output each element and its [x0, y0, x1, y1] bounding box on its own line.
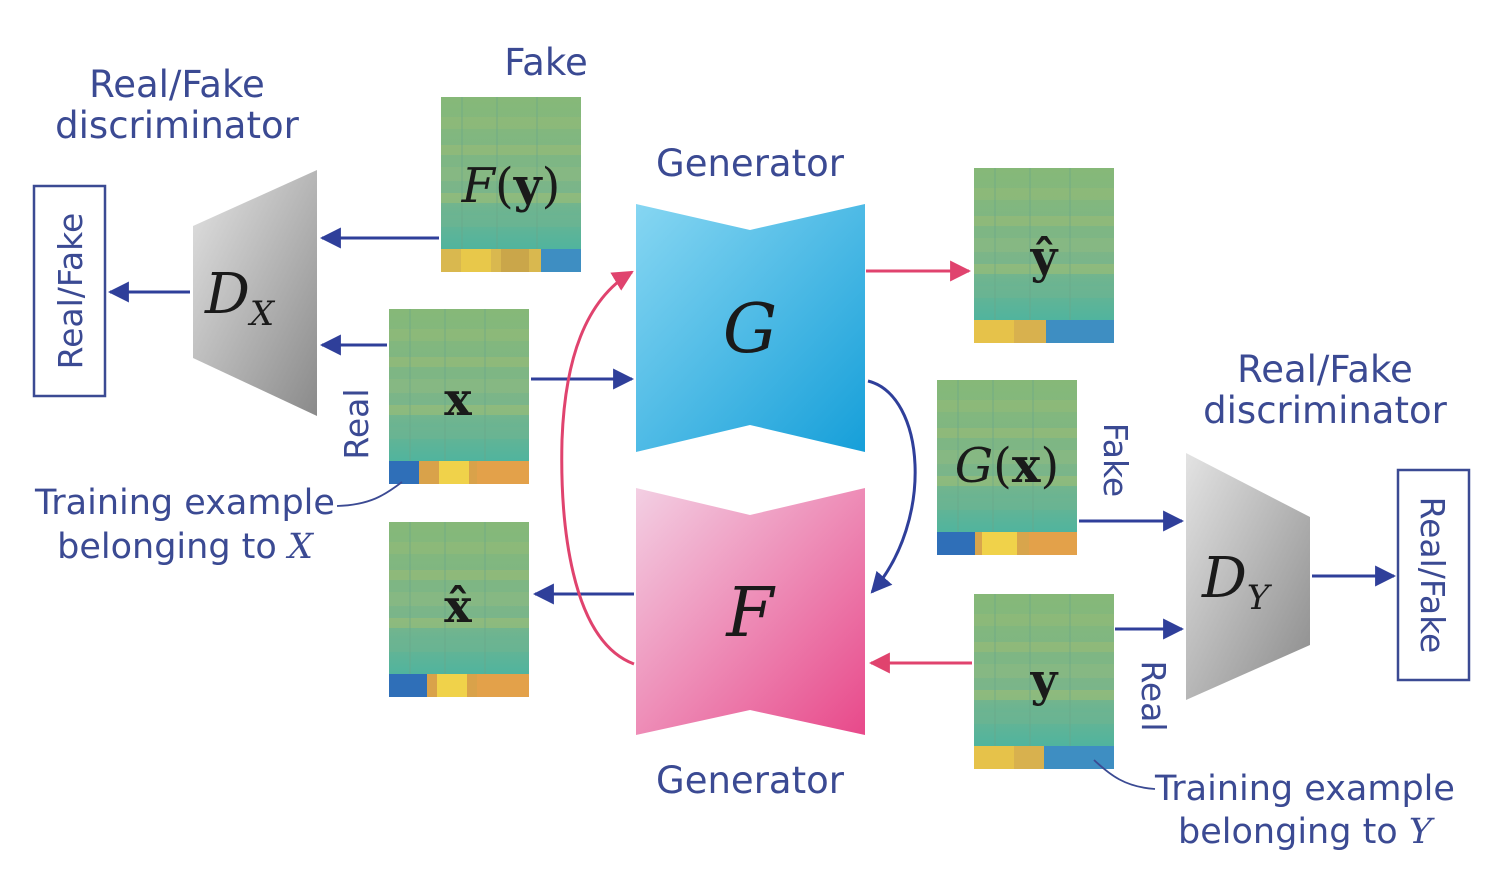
training-y-line2: belonging to Y	[1178, 812, 1435, 852]
generator-f-shape	[636, 488, 865, 735]
discriminator-y-title-line1: Real/Fake	[1237, 348, 1413, 391]
arrow-g-to-f-curve	[867, 379, 917, 594]
generator-bottom-label: Generator	[656, 759, 845, 802]
spectrogram-x-hat	[389, 522, 529, 697]
discriminator-x-title-line1: Real/Fake	[89, 63, 265, 106]
output-right-label: Real/Fake	[1413, 497, 1452, 654]
training-x-line1: Training example	[34, 483, 335, 523]
output-box-right	[1396, 468, 1471, 682]
real-left-label: Real	[337, 388, 376, 459]
discriminator-x-shape	[193, 170, 317, 416]
spectrogram-x	[389, 309, 529, 484]
generator-g-shape	[636, 204, 865, 452]
x-hat-label: x̂	[444, 579, 472, 633]
fake-right-label: Fake	[1096, 423, 1135, 497]
discriminator-y-symbol: DY	[1201, 546, 1273, 618]
training-y-leader	[1093, 759, 1156, 790]
spectrogram-g-of-x	[937, 380, 1077, 555]
generator-top-label: Generator	[656, 142, 845, 185]
fake-top-label: Fake	[504, 41, 587, 84]
generator-f-symbol: F	[724, 574, 776, 653]
x-label: x	[444, 372, 472, 426]
f-of-y-label: F(y)	[461, 158, 561, 214]
arrow-f-to-g-curve	[560, 270, 635, 666]
g-of-x-label: G(x)	[955, 438, 1059, 494]
output-box-left	[32, 184, 107, 398]
y-hat-label: ŷ	[1030, 230, 1059, 284]
real-right-label: Real	[1134, 660, 1173, 731]
training-x-leader	[336, 481, 403, 507]
y-label: y	[1030, 653, 1059, 707]
discriminator-y-title-line2: discriminator	[1203, 389, 1447, 432]
spectrogram-y-hat	[974, 168, 1114, 343]
output-left-label: Real/Fake	[51, 213, 90, 370]
discriminator-x-symbol: DX	[204, 262, 276, 334]
spectrogram-f-of-y	[441, 97, 581, 272]
generator-g-symbol: G	[723, 290, 777, 369]
training-x-line2: belonging to X	[57, 527, 315, 567]
discriminator-y-shape	[1186, 453, 1310, 700]
training-y-line1: Training example	[1154, 769, 1455, 809]
discriminator-x-title-line2: discriminator	[55, 104, 299, 147]
